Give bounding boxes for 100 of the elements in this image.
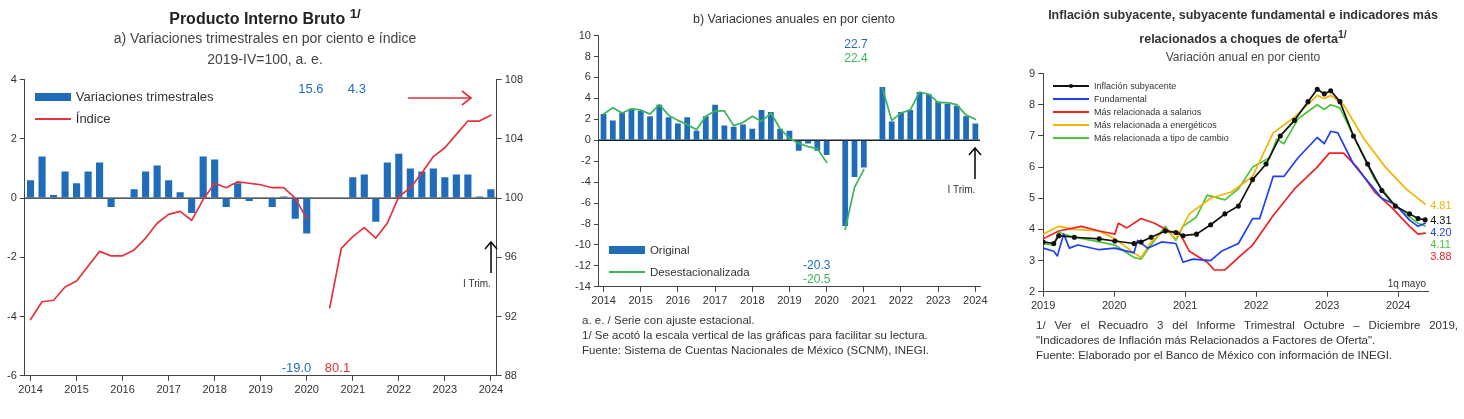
x-tick-label: 2016 — [110, 383, 135, 396]
bar — [383, 162, 391, 198]
annotation: -20.5 — [803, 271, 831, 286]
x-tick-label: 2014 — [18, 383, 43, 396]
x-tick-label: 2019 — [248, 383, 273, 396]
bar — [49, 195, 58, 198]
y-tick-label: 6 — [584, 70, 591, 83]
bar — [972, 123, 979, 140]
annotation: 4.3 — [347, 80, 366, 96]
y-tick-label: -6 — [581, 196, 591, 209]
y2-tick-label: 92 — [504, 309, 517, 322]
text: a. e. / Serie con ajuste estacional. — [582, 313, 756, 328]
legend-label: Original — [649, 243, 690, 256]
bar — [452, 174, 460, 198]
y2-tick-label: 100 — [504, 191, 524, 204]
annotation: 22.7 — [844, 36, 868, 51]
bar — [675, 123, 681, 140]
y-tick-label: 0 — [584, 133, 591, 146]
x-tick-label: 2022 — [888, 294, 914, 307]
x-tick-label: 2017 — [702, 294, 728, 307]
legend-label: Índice — [75, 111, 111, 127]
x-tick-label: 2014 — [591, 294, 616, 307]
bar — [842, 140, 849, 227]
bar — [211, 159, 219, 198]
bar — [107, 198, 115, 208]
x-tick-label: 2022 — [386, 383, 412, 396]
bar — [464, 174, 472, 198]
y2-tick-label: 96 — [504, 250, 517, 263]
legend-label: Más relacionada a tipo de cambio — [1094, 133, 1229, 144]
x-tick-label: 2020 — [814, 294, 839, 307]
bar — [349, 177, 357, 198]
bar — [888, 121, 895, 140]
x-tick-label: 2024 — [478, 383, 504, 396]
source-note: Fuente: Sistema de Cuentas Nacionales de México (SCNM), INEGI. — [582, 343, 931, 358]
legend-label: Más relacionada a salarios — [1094, 107, 1202, 118]
bar — [647, 116, 653, 140]
bar — [372, 198, 380, 223]
y2-tick-label: 88 — [504, 369, 517, 382]
bar — [360, 174, 368, 198]
bar — [199, 156, 207, 198]
y-tick-label: -4 — [7, 309, 17, 322]
bar — [96, 162, 104, 198]
y-tick-label: -14 — [574, 279, 591, 292]
legend-label: Inflación subyacente — [1094, 81, 1177, 92]
y-tick-label: 10 — [578, 28, 591, 41]
bar — [926, 94, 932, 140]
bar — [619, 113, 626, 140]
x-tick-label: 2020 — [294, 383, 319, 396]
legend-label: Fundamental — [1094, 94, 1147, 105]
y2-tick-label: 104 — [504, 132, 524, 145]
y-tick-label: 2 — [1028, 284, 1036, 297]
y-tick-label: 2 — [584, 112, 591, 125]
data-label: 4.31 — [1430, 214, 1452, 227]
bar — [953, 105, 960, 140]
bar — [303, 198, 311, 234]
bar — [749, 128, 756, 140]
y-tick-label: -2 — [7, 250, 17, 263]
bar — [142, 171, 150, 198]
annotation: I Trim. — [462, 278, 491, 290]
chart-title: Producto Interno Bruto $^{1/}$ — [168, 6, 362, 29]
x-tick-label: 2021 — [340, 383, 366, 396]
x-tick-label: 2024 — [963, 294, 988, 307]
bar — [730, 126, 737, 140]
bar — [712, 104, 718, 140]
x-tick-label: 2023 — [1314, 299, 1340, 312]
bar — [487, 189, 495, 198]
x-tick-label: 2023 — [432, 383, 458, 396]
annotation: -19.0 — [281, 360, 312, 376]
bar — [26, 180, 35, 198]
bar — [823, 140, 830, 155]
bar — [740, 124, 746, 140]
x-tick-label: 2018 — [202, 383, 227, 396]
bar — [395, 153, 403, 198]
bar — [702, 116, 709, 140]
data-label: 3.88 — [1430, 250, 1452, 263]
bar — [176, 192, 184, 198]
bar — [84, 171, 92, 198]
data-label: 4.81 — [1430, 198, 1452, 211]
legend-label: Más relacionada a energéticos — [1094, 120, 1217, 131]
y-tick-label: 3 — [1028, 253, 1036, 266]
y2-tick-label: 108 — [504, 72, 524, 85]
bar — [963, 116, 969, 140]
bar — [777, 128, 784, 140]
bar — [684, 117, 691, 140]
bar — [234, 183, 242, 198]
x-tick-label: 2020 — [1101, 299, 1127, 312]
bar — [637, 110, 644, 140]
x-tick-label: 2021 — [1172, 299, 1198, 312]
y-tick-label: 0 — [10, 191, 17, 204]
x-tick-label: 2024 — [1385, 299, 1411, 312]
y-tick-label: 5 — [1028, 191, 1036, 204]
x-tick-label: 2017 — [156, 383, 181, 396]
bar — [898, 112, 904, 140]
y-tick-label: -8 — [581, 217, 591, 230]
chart-title: Inflación subyacente, subyacente fundamental e indicadores más relacionados a choques de oferta$^{1/}$ — [1047, 7, 1439, 49]
bar — [61, 171, 69, 198]
annotation: 80.1 — [324, 360, 351, 376]
annotation: I Trim. — [946, 184, 976, 196]
legend-label: Desestacionalizada — [649, 265, 750, 278]
annotation: 15.6 — [298, 80, 324, 96]
